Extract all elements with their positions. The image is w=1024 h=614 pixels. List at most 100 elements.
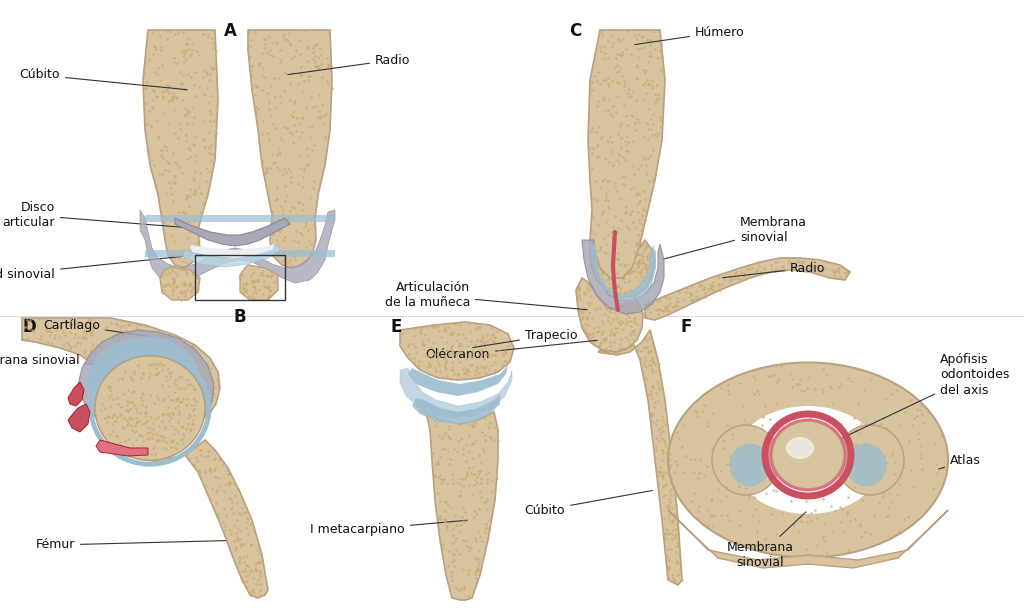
Point <box>581 285 597 295</box>
Point <box>600 79 616 88</box>
Point <box>173 79 189 88</box>
Point <box>657 524 674 534</box>
Point <box>815 533 831 543</box>
Point <box>646 403 663 413</box>
Point <box>175 367 191 377</box>
Point <box>170 401 186 411</box>
Point <box>170 393 186 403</box>
Polygon shape <box>424 412 498 600</box>
Point <box>846 439 862 449</box>
Point <box>630 44 646 53</box>
Point <box>125 443 141 453</box>
Point <box>751 516 767 526</box>
Point <box>575 287 592 297</box>
Point <box>856 527 872 537</box>
Point <box>769 257 785 267</box>
Point <box>67 329 83 339</box>
Point <box>591 322 607 332</box>
Point <box>591 303 607 313</box>
Point <box>454 564 470 573</box>
Point <box>457 368 473 378</box>
Point <box>177 54 194 64</box>
Point <box>621 291 637 301</box>
Point <box>193 468 209 478</box>
Point <box>642 356 658 366</box>
Point <box>660 456 677 465</box>
Point <box>727 268 743 278</box>
Point <box>750 265 766 275</box>
Point <box>583 282 599 292</box>
Point <box>719 510 735 520</box>
Point <box>855 385 871 395</box>
Point <box>607 107 624 117</box>
Point <box>310 112 327 122</box>
Point <box>877 462 893 472</box>
Point <box>570 292 587 302</box>
Point <box>439 524 456 534</box>
Point <box>581 112 597 122</box>
Point <box>220 478 237 488</box>
Point <box>637 258 653 268</box>
Point <box>485 333 502 343</box>
Point <box>197 405 213 415</box>
Point <box>443 475 460 484</box>
Point <box>459 470 475 480</box>
Point <box>617 260 634 270</box>
Point <box>80 315 96 325</box>
Point <box>128 413 144 423</box>
Point <box>780 255 797 265</box>
Point <box>611 36 628 45</box>
Point <box>454 512 470 522</box>
Point <box>480 524 497 534</box>
Point <box>230 556 247 565</box>
Point <box>827 465 844 475</box>
Point <box>314 118 331 128</box>
Point <box>307 61 324 71</box>
Point <box>600 53 616 63</box>
Point <box>884 448 900 457</box>
Point <box>42 330 58 340</box>
Point <box>585 212 601 222</box>
Point <box>731 481 748 491</box>
Point <box>182 365 199 375</box>
Point <box>633 265 649 274</box>
Point <box>436 518 453 527</box>
Point <box>479 475 496 484</box>
Point <box>625 111 641 120</box>
Point <box>654 415 671 425</box>
Point <box>177 194 194 204</box>
Point <box>601 203 617 212</box>
Point <box>724 273 740 282</box>
Point <box>311 63 328 72</box>
Point <box>594 274 610 284</box>
Point <box>466 511 482 521</box>
Point <box>127 381 143 391</box>
Point <box>201 465 217 475</box>
Point <box>643 426 659 435</box>
Point <box>434 432 451 441</box>
Point <box>208 472 224 482</box>
Point <box>259 284 275 293</box>
Ellipse shape <box>846 444 886 486</box>
Point <box>773 484 790 494</box>
Point <box>245 288 261 298</box>
Point <box>592 79 608 89</box>
Point <box>137 340 154 349</box>
Point <box>735 268 752 278</box>
Point <box>143 412 160 422</box>
Polygon shape <box>78 330 214 440</box>
Point <box>416 344 432 354</box>
Point <box>479 478 496 488</box>
Point <box>642 40 658 50</box>
Point <box>800 511 816 521</box>
Point <box>207 454 223 464</box>
Point <box>733 274 750 284</box>
Point <box>802 413 818 422</box>
Point <box>148 69 165 79</box>
Point <box>250 104 266 114</box>
Point <box>623 295 639 305</box>
Point <box>265 229 282 239</box>
Point <box>201 76 217 85</box>
Point <box>182 217 199 227</box>
Point <box>154 42 170 52</box>
